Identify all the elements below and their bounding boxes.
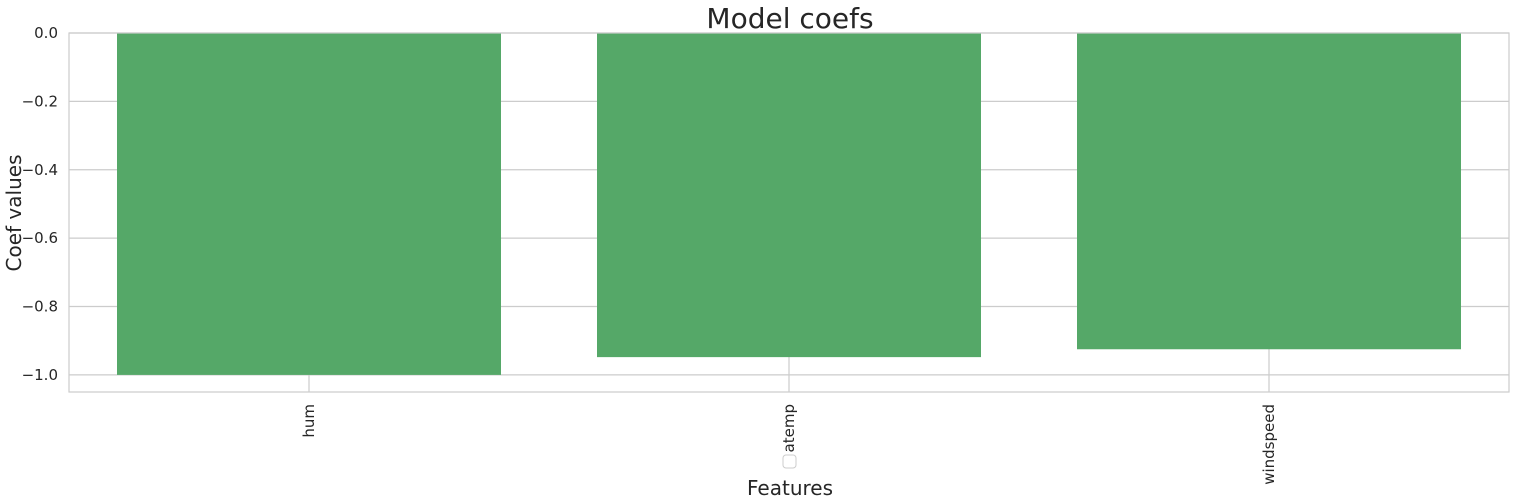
y-axis-label: Coef values (2, 155, 26, 272)
bars (117, 33, 1461, 375)
bar-hum (117, 33, 501, 375)
y-tick-label: 0.0 (34, 24, 58, 42)
y-tick-label: −0.4 (22, 161, 58, 179)
x-tick-label: hum (300, 404, 318, 438)
y-tick-label: −1.0 (22, 366, 58, 384)
bar-atemp (597, 33, 981, 358)
x-tick-label: atemp (780, 404, 798, 452)
y-tick-labels: 0.0 −0.2 −0.4 −0.6 −0.8 −1.0 (22, 24, 58, 384)
y-tick-label: −0.6 (22, 229, 58, 247)
y-tick-label: −0.8 (22, 298, 58, 316)
chart-title: Model coefs (706, 2, 873, 35)
y-tick-label: −0.2 (22, 92, 58, 110)
x-tick-label: windspeed (1260, 404, 1278, 485)
x-axis-label: Features (747, 476, 833, 500)
x-tick-labels: hum atemp windspeed (300, 404, 1278, 485)
bar-windspeed (1077, 33, 1461, 350)
legend-box (782, 454, 797, 469)
plot-frame (68, 32, 1510, 393)
